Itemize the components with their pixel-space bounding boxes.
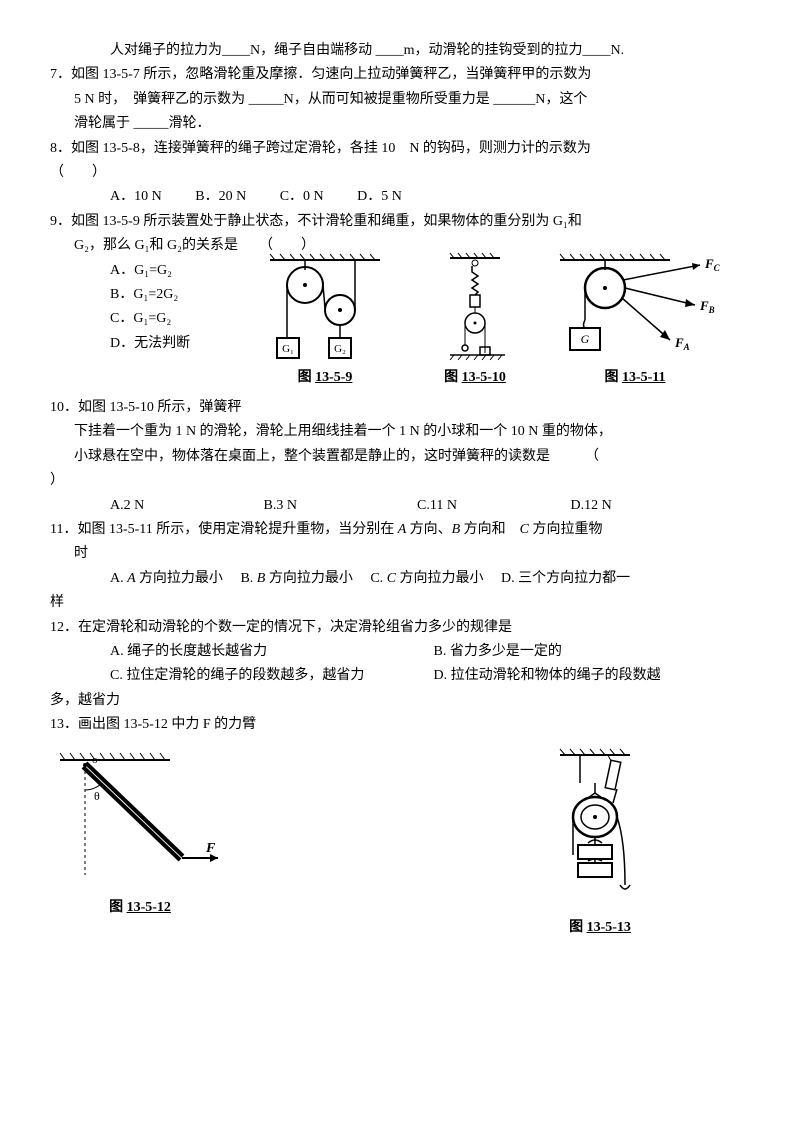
q7-line1: 7．如图 13-5-7 所示，忽略滑轮重及摩擦．匀速向上拉动弹簧秤乙，当弹簧秤甲… bbox=[50, 64, 750, 86]
q10-optB: B.3 N bbox=[264, 495, 414, 517]
figure-13-5-11: G FC FB FA 图 13-5-11 bbox=[550, 250, 720, 389]
fig9-label: 图 13-5-9 bbox=[250, 367, 400, 389]
fig12-label: 图 13-5-12 bbox=[50, 897, 230, 919]
q11-optB: B. B 方向拉力最小 bbox=[240, 571, 352, 586]
q12-optC: C. 拉住定滑轮的绳子的段数越多，越省力 bbox=[110, 665, 430, 687]
q11-line2: 时 bbox=[50, 543, 750, 565]
fig10-label: 图 13-5-10 bbox=[420, 367, 530, 389]
q11-optA: A. A 方向拉力最小 bbox=[110, 571, 223, 586]
q10-line1: 10．如图 13-5-10 所示，弹簧秤 bbox=[50, 397, 750, 419]
q11-opts: A. A 方向拉力最小 B. B 方向拉力最小 C. C 方向拉力最小 D. 三… bbox=[50, 568, 750, 590]
q12-optB: B. 省力多少是一定的 bbox=[434, 644, 562, 659]
q11-tail: 样 bbox=[50, 592, 750, 614]
q12-optsAB: A. 绳子的长度越长越省力 B. 省力多少是一定的 bbox=[50, 641, 750, 663]
q10-line3: 小球悬在空中，物体落在桌面上，整个装置都是静止的，这时弹簧秤的读数是 （ bbox=[50, 446, 750, 468]
svg-text:FC: FC bbox=[704, 256, 720, 273]
q9-optA: A．G₁=G₂ bbox=[50, 260, 230, 282]
figure-13-5-10: 图 13-5-10 bbox=[420, 250, 530, 389]
q12-optA: A. 绳子的长度越长越省力 bbox=[110, 641, 430, 663]
q9-optB: B．G₁=2G₂ bbox=[50, 284, 230, 306]
q9-line1: 9．如图 13-5-9 所示装置处于静止状态，不计滑轮重和绳重，如果物体的重分别… bbox=[50, 211, 750, 233]
svg-text:G₁: G₁ bbox=[282, 343, 294, 355]
q6-tail: 人对绳子的拉力为____N，绳子自由端移动 ____m，动滑轮的挂钩受到的拉力_… bbox=[50, 40, 750, 62]
q9-optC: C．G₁=G₂ bbox=[50, 308, 230, 330]
q10-optC: C.11 N bbox=[417, 495, 567, 517]
svg-text:FB: FB bbox=[699, 298, 715, 315]
svg-text:F: F bbox=[205, 841, 216, 856]
figure-13-5-12: o θ F 图 13-5-12 bbox=[50, 745, 230, 939]
q8-optD: D．5 N bbox=[357, 186, 402, 208]
svg-text:G₂: G₂ bbox=[334, 343, 346, 355]
figure-13-5-9: G₁ G₂ 图 13-5-9 bbox=[250, 250, 400, 389]
q7-line2: 5 N 时， 弹簧秤乙的示数为 _____N，从而可知被提重物所受重力是 ___… bbox=[50, 89, 750, 111]
fig13-label: 图 13-5-13 bbox=[530, 917, 670, 939]
q11-optC: C. C 方向拉力最小 bbox=[370, 571, 483, 586]
q10-line4: ） bbox=[50, 470, 750, 492]
q7-line3: 滑轮属于 _____滑轮． bbox=[50, 113, 750, 135]
q12-line1: 12．在定滑轮和动滑轮的个数一定的情况下，决定滑轮组省力多少的规律是 bbox=[50, 617, 750, 639]
q13-stem: 13．画出图 13-5-12 中力 F 的力臂 bbox=[50, 714, 750, 736]
q10-opts: A.2 N B.3 N C.11 N D.12 N bbox=[50, 495, 750, 517]
svg-text:FA: FA bbox=[674, 335, 690, 352]
q6-text: 人对绳子的拉力为____N，绳子自由端移动 ____m，动滑轮的挂钩受到的拉力_… bbox=[110, 43, 624, 58]
svg-text:o: o bbox=[92, 754, 98, 766]
q9-optD: D．无法判断 bbox=[50, 333, 230, 355]
fig11-label: 图 13-5-11 bbox=[550, 367, 720, 389]
q11-optD: D. 三个方向拉力都一 bbox=[501, 571, 630, 586]
q8-optC: C．0 N bbox=[280, 186, 324, 208]
svg-text:G: G bbox=[581, 332, 590, 346]
q8-optA: A．10 N bbox=[110, 186, 162, 208]
figure-13-5-13: 图 13-5-13 bbox=[530, 745, 670, 939]
q8-opts: A．10 N B．20 N C．0 N D．5 N bbox=[50, 186, 750, 208]
q8-optB: B．20 N bbox=[195, 186, 246, 208]
svg-text:θ: θ bbox=[94, 789, 100, 803]
q10-optD: D.12 N bbox=[571, 495, 721, 517]
q12-optsCD: C. 拉住定滑轮的绳子的段数越多，越省力 D. 拉住动滑轮和物体的绳子的段数越 bbox=[50, 665, 750, 687]
q8-line1: 8．如图 13-5-8，连接弹簧秤的绳子跨过定滑轮，各挂 10 N 的钩码，则测… bbox=[50, 138, 750, 160]
q12-tail: 多，越省力 bbox=[50, 690, 750, 712]
q11-line1: 11．如图 13-5-11 所示，使用定滑轮提升重物，当分别在 A 方向、B 方… bbox=[50, 519, 750, 541]
q8-line2: （ ） bbox=[50, 162, 750, 184]
q10-optA: A.2 N bbox=[110, 495, 260, 517]
q12-optD: D. 拉住动滑轮和物体的绳子的段数越 bbox=[434, 668, 661, 683]
q10-line2: 下挂着一个重为 1 N 的滑轮，滑轮上用细线挂着一个 1 N 的小球和一个 10… bbox=[50, 421, 750, 443]
